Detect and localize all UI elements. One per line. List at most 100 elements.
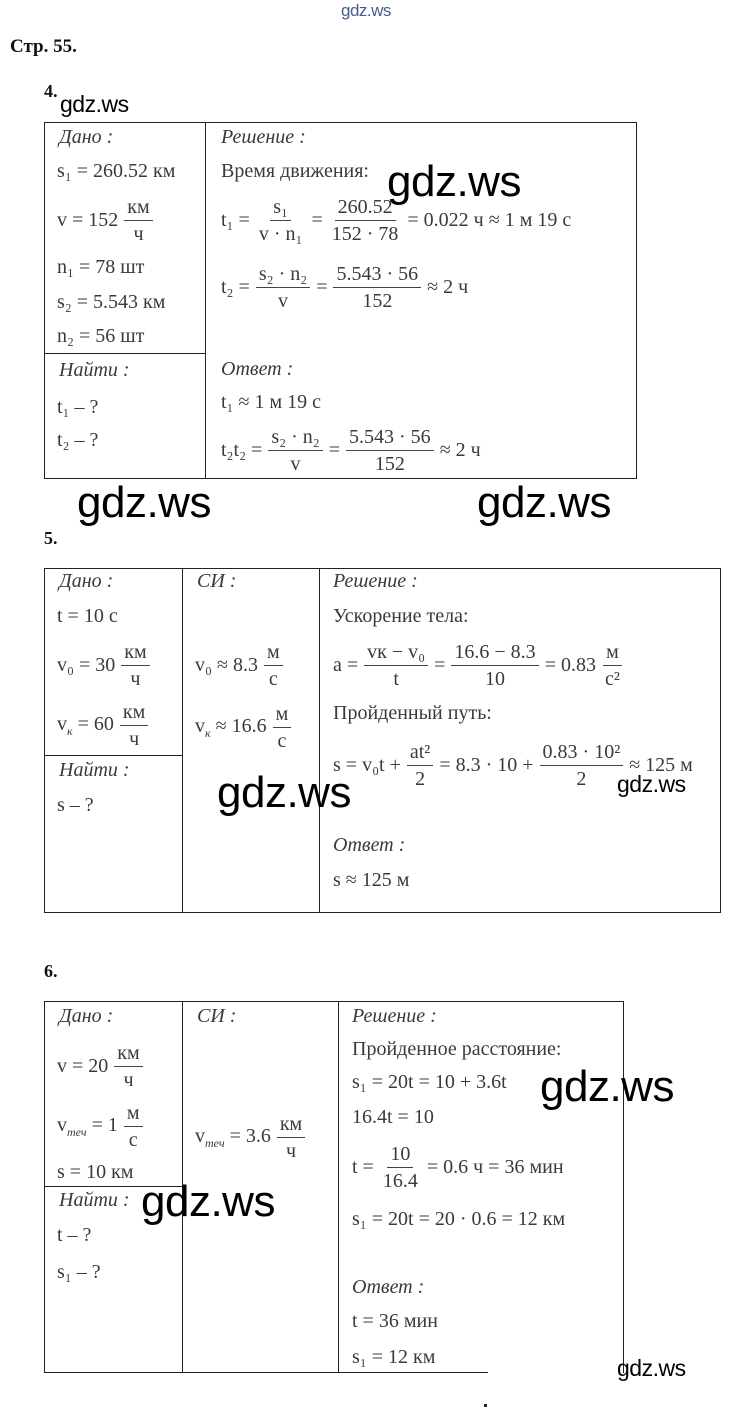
- formula-part: = 8.3 · 10 +: [439, 754, 534, 776]
- formula-part: = 0.022 ч ≈ 1 м 19 с: [407, 209, 572, 231]
- formula-t1: t₁ = s₁ v · n₁ = 260.52 152 · 78 = 0.022 ч…: [221, 196, 571, 245]
- fraction-denominator: ч: [133, 223, 144, 245]
- formula-part: v: [195, 714, 205, 737]
- fraction-denominator: 152: [374, 453, 405, 475]
- formula-part: = 1: [91, 1113, 118, 1136]
- table-border: [720, 568, 721, 913]
- formula-part: ≈ 125 м: [629, 754, 693, 776]
- page-label: Стр. 55.: [10, 36, 77, 57]
- formula-part: v₀ = 30: [57, 654, 116, 676]
- watermark: gdz.ws: [217, 768, 351, 817]
- fraction: км ч: [276, 1113, 306, 1162]
- table-border: [44, 1001, 624, 1002]
- fraction-numerator: vк − v₀: [364, 641, 429, 666]
- fraction-numerator: км: [119, 701, 149, 726]
- fraction: км ч: [119, 701, 149, 750]
- formula-time: t = 10 16.4 = 0.6 ч = 36 мин: [352, 1143, 564, 1192]
- fraction-denominator: ч: [130, 668, 141, 690]
- formula-part: =: [434, 654, 446, 676]
- table-border: [44, 353, 205, 354]
- find-label: Найти :: [59, 1189, 130, 1211]
- formula-part: t₁ =: [221, 209, 250, 231]
- fraction-numerator: s₁: [270, 196, 292, 221]
- find-item: s – ?: [57, 794, 94, 816]
- table-border: [182, 1001, 183, 1373]
- formula-part: ≈ 2 ч: [439, 439, 481, 461]
- fraction-numerator: м: [603, 641, 622, 666]
- fraction-numerator: км: [121, 641, 150, 666]
- formula-part: v: [57, 712, 67, 735]
- given-item: v = 20 км ч: [57, 1042, 143, 1091]
- subscript: к: [67, 723, 73, 738]
- fraction: 10 16.4: [380, 1143, 421, 1192]
- formula-part: vк = 60: [57, 713, 114, 739]
- find-label: Найти :: [59, 359, 130, 381]
- table-border: [319, 568, 320, 913]
- fraction-denominator: 152: [362, 290, 393, 312]
- answer-item: t₁ ≈ 1 м 19 с: [221, 391, 322, 413]
- solution-title: Время движения:: [221, 160, 369, 182]
- formula-part: =: [311, 209, 323, 231]
- fraction-numerator: м: [123, 1102, 143, 1127]
- formula-part: vк ≈ 16.6: [195, 715, 267, 741]
- fraction-numerator: 0.83 · 10²: [539, 741, 624, 766]
- given-label: Дано :: [59, 126, 114, 148]
- fraction-denominator: 2: [415, 768, 426, 790]
- answer-item: s ≈ 125 м: [333, 869, 410, 891]
- stray-dot: [484, 1404, 487, 1407]
- fraction-numerator: 16.6 − 8.3: [451, 641, 539, 666]
- formula-part: vтеч = 3.6: [195, 1125, 271, 1151]
- fraction-denominator: ч: [123, 1069, 134, 1091]
- fraction-numerator: 5.543 · 56: [346, 426, 434, 451]
- formula-part: t₂ =: [221, 276, 250, 298]
- fraction-numerator: 5.543 · 56: [333, 263, 422, 288]
- subscript: к: [205, 725, 211, 740]
- fraction: vк − v₀ t: [364, 641, 429, 690]
- table-border: [636, 122, 637, 479]
- fraction: км ч: [114, 1042, 143, 1091]
- formula-part: a =: [333, 654, 359, 676]
- problem-6-number: 6.: [44, 961, 58, 981]
- subscript: теч: [205, 1135, 225, 1150]
- solution-title: Пройденный путь:: [333, 702, 492, 724]
- formula-part: = 3.6: [229, 1124, 271, 1147]
- fraction: at² 2: [406, 741, 434, 790]
- table-border: [44, 122, 636, 123]
- formula-part: v: [57, 1113, 67, 1136]
- formula-part: t₂t₂ =: [221, 439, 263, 461]
- answer-label: Ответ :: [221, 358, 294, 380]
- watermark: gdz.ws: [77, 478, 211, 527]
- fraction-numerator: at²: [406, 741, 434, 766]
- fraction-denominator: v: [290, 453, 301, 475]
- fraction-numerator: км: [276, 1113, 306, 1138]
- si-label: СИ :: [197, 570, 237, 592]
- solution-label: Решение :: [333, 570, 418, 592]
- fraction: 5.543 · 56 152: [346, 426, 434, 475]
- solution-title: Пройденное расстояние:: [352, 1038, 562, 1060]
- given-item: s₁ = 260.52 км: [57, 160, 176, 182]
- solution-line: s₁ = 20t = 20 · 0.6 = 12 км: [352, 1208, 566, 1230]
- table-border: [44, 568, 45, 913]
- table-border: [182, 568, 183, 913]
- problem-5-number: 5.: [44, 528, 58, 548]
- fraction: 260.52 152 · 78: [329, 196, 402, 245]
- find-item: s₁ – ?: [57, 1261, 101, 1283]
- solution-line: 16.4t = 10: [352, 1106, 434, 1128]
- given-item: v₀ = 30 км ч: [57, 641, 150, 690]
- fraction-denominator: с: [277, 730, 287, 752]
- table-border: [205, 122, 206, 479]
- watermark: gdz.ws: [60, 91, 129, 117]
- fraction: s₂ · n₂ v: [255, 263, 311, 312]
- answer-item: t = 36 мин: [352, 1310, 438, 1332]
- formula-part: t =: [352, 1156, 374, 1178]
- fraction-denominator: ч: [129, 728, 140, 750]
- fraction-denominator: 10: [485, 668, 506, 690]
- fraction-denominator: 2: [576, 768, 587, 790]
- problem-4-number: 4.: [44, 81, 58, 101]
- si-label: СИ :: [197, 1005, 237, 1027]
- fraction-denominator: с²: [604, 668, 620, 690]
